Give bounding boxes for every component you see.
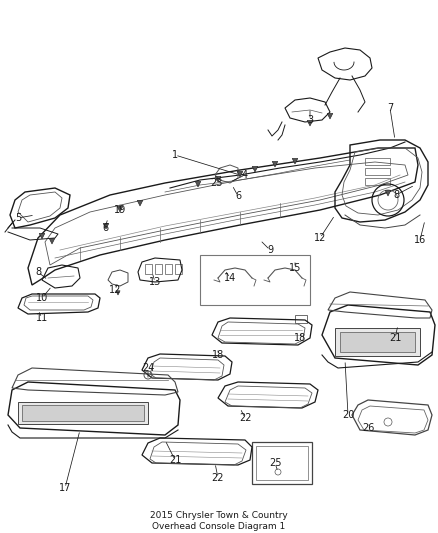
Text: 16: 16 [414, 235, 426, 245]
Text: 8: 8 [35, 267, 41, 277]
Text: 2015 Chrysler Town & Country
Overhead Console Diagram 1: 2015 Chrysler Town & Country Overhead Co… [150, 511, 288, 531]
Polygon shape [103, 223, 109, 229]
Text: 18: 18 [294, 333, 306, 343]
Polygon shape [307, 120, 313, 126]
Text: 14: 14 [224, 273, 236, 283]
Bar [295, 315, 307, 323]
Text: 10: 10 [36, 293, 48, 303]
Text: 3: 3 [307, 115, 313, 125]
Polygon shape [49, 238, 55, 244]
Text: 7: 7 [387, 103, 393, 113]
Polygon shape [39, 233, 45, 239]
Polygon shape [137, 200, 143, 206]
Bar [165, 264, 172, 274]
Text: 8: 8 [393, 190, 399, 200]
Text: 17: 17 [59, 483, 71, 493]
Bar [365, 158, 390, 165]
Polygon shape [385, 190, 391, 196]
Text: 19: 19 [114, 205, 126, 215]
Bar [252, 442, 312, 484]
Bar [200, 255, 310, 305]
Bar [365, 168, 390, 175]
Text: 11: 11 [36, 313, 48, 323]
Text: 12: 12 [109, 285, 121, 295]
Text: 12: 12 [314, 233, 326, 243]
Bar [340, 332, 415, 352]
Text: 6: 6 [102, 223, 108, 233]
Bar [365, 178, 390, 185]
Text: 20: 20 [342, 410, 354, 420]
Bar [145, 264, 152, 274]
Text: 6: 6 [235, 191, 241, 201]
Polygon shape [252, 166, 258, 172]
Text: 18: 18 [212, 350, 224, 360]
Text: 26: 26 [362, 423, 374, 433]
Polygon shape [237, 172, 243, 177]
Text: 21: 21 [389, 333, 401, 343]
Bar [18, 402, 148, 424]
Bar [256, 446, 308, 480]
Polygon shape [292, 158, 298, 164]
Text: 13: 13 [149, 277, 161, 287]
Bar [22, 405, 144, 421]
Text: 21: 21 [169, 455, 181, 465]
Text: 4: 4 [242, 170, 248, 180]
Text: 22: 22 [239, 413, 251, 423]
Polygon shape [116, 291, 120, 295]
Text: 25: 25 [269, 458, 281, 468]
Polygon shape [215, 176, 221, 182]
Polygon shape [117, 206, 123, 212]
Text: 9: 9 [267, 245, 273, 255]
Polygon shape [195, 181, 201, 187]
Polygon shape [272, 161, 278, 167]
Text: 5: 5 [15, 213, 21, 223]
Text: 22: 22 [212, 473, 224, 483]
Polygon shape [327, 114, 333, 119]
Bar [335, 328, 420, 356]
Text: 24: 24 [142, 363, 154, 373]
Text: 23: 23 [210, 178, 222, 188]
Text: 15: 15 [289, 263, 301, 273]
Bar [155, 264, 162, 274]
Text: 1: 1 [172, 150, 178, 160]
Bar [175, 264, 182, 274]
